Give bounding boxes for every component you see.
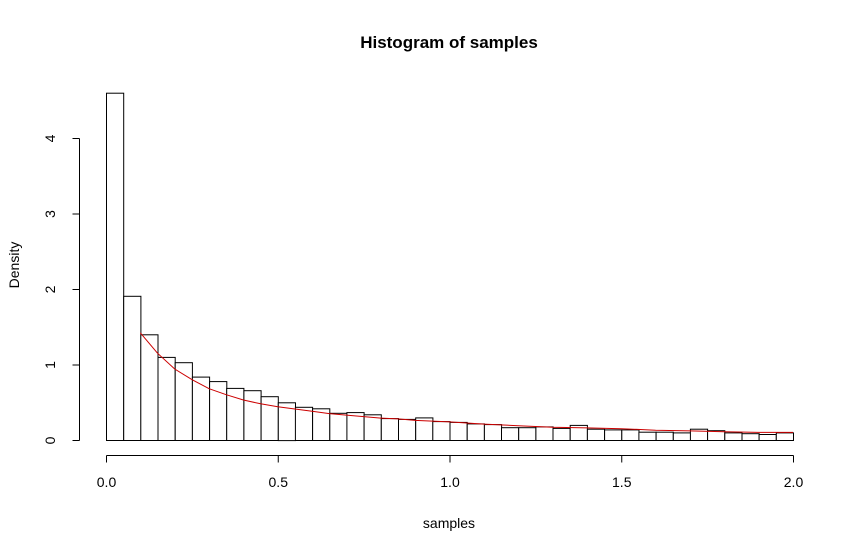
y-axis-label: Density (6, 242, 22, 289)
histogram-bar (226, 387, 245, 441)
histogram-bar (672, 432, 691, 441)
y-tick-label: 4 (42, 134, 58, 142)
histogram-bar (775, 432, 794, 441)
histogram-bar (483, 424, 503, 442)
density-curve (139, 332, 793, 433)
histogram-bar (157, 356, 176, 441)
y-tick-label: 2 (42, 285, 58, 293)
histogram-bar (432, 421, 451, 442)
histogram-bar (191, 376, 211, 442)
histogram-bar (106, 92, 125, 441)
histogram-bar (466, 423, 485, 441)
histogram-bar (260, 396, 279, 442)
histogram-bar (655, 431, 674, 442)
histogram-bar (123, 295, 142, 441)
x-tick-label: 0.0 (97, 474, 117, 490)
histogram-bar (724, 432, 743, 441)
y-tick-label: 0 (42, 436, 58, 444)
histogram-bar (294, 406, 314, 441)
histogram-bar (363, 414, 382, 441)
x-tick-label: 0.5 (269, 474, 289, 490)
histogram-bar (501, 427, 520, 442)
histogram-bar (604, 429, 623, 441)
histogram-bar (741, 433, 760, 442)
x-axis: 0.0 0.5 1.0 1.5 2.0 (97, 455, 804, 490)
histogram-bar (535, 426, 554, 441)
y-tick-label: 1 (42, 361, 58, 369)
histogram-bar (586, 428, 606, 442)
y-tick-label: 3 (42, 210, 58, 218)
histogram-bar (243, 390, 262, 442)
histogram-bar (380, 418, 399, 442)
histogram-bar (638, 431, 657, 442)
histogram-bar (209, 381, 228, 442)
chart-title: Histogram of samples (360, 33, 538, 52)
histogram-bar (707, 430, 726, 442)
y-axis: 0 1 2 3 4 (42, 134, 80, 444)
x-tick-label: 2.0 (784, 474, 804, 490)
histogram-bar (758, 434, 777, 441)
histogram-bar (621, 429, 640, 441)
histogram-bar (329, 412, 348, 441)
x-tick-label: 1.0 (440, 474, 460, 490)
histogram-bar (398, 418, 417, 441)
histogram-bar (552, 427, 571, 441)
histogram-bar (449, 421, 468, 441)
histogram-bar (518, 427, 537, 442)
x-tick-label: 1.5 (612, 474, 632, 490)
histogram-bars (106, 92, 794, 442)
x-axis-label: samples (423, 515, 475, 531)
